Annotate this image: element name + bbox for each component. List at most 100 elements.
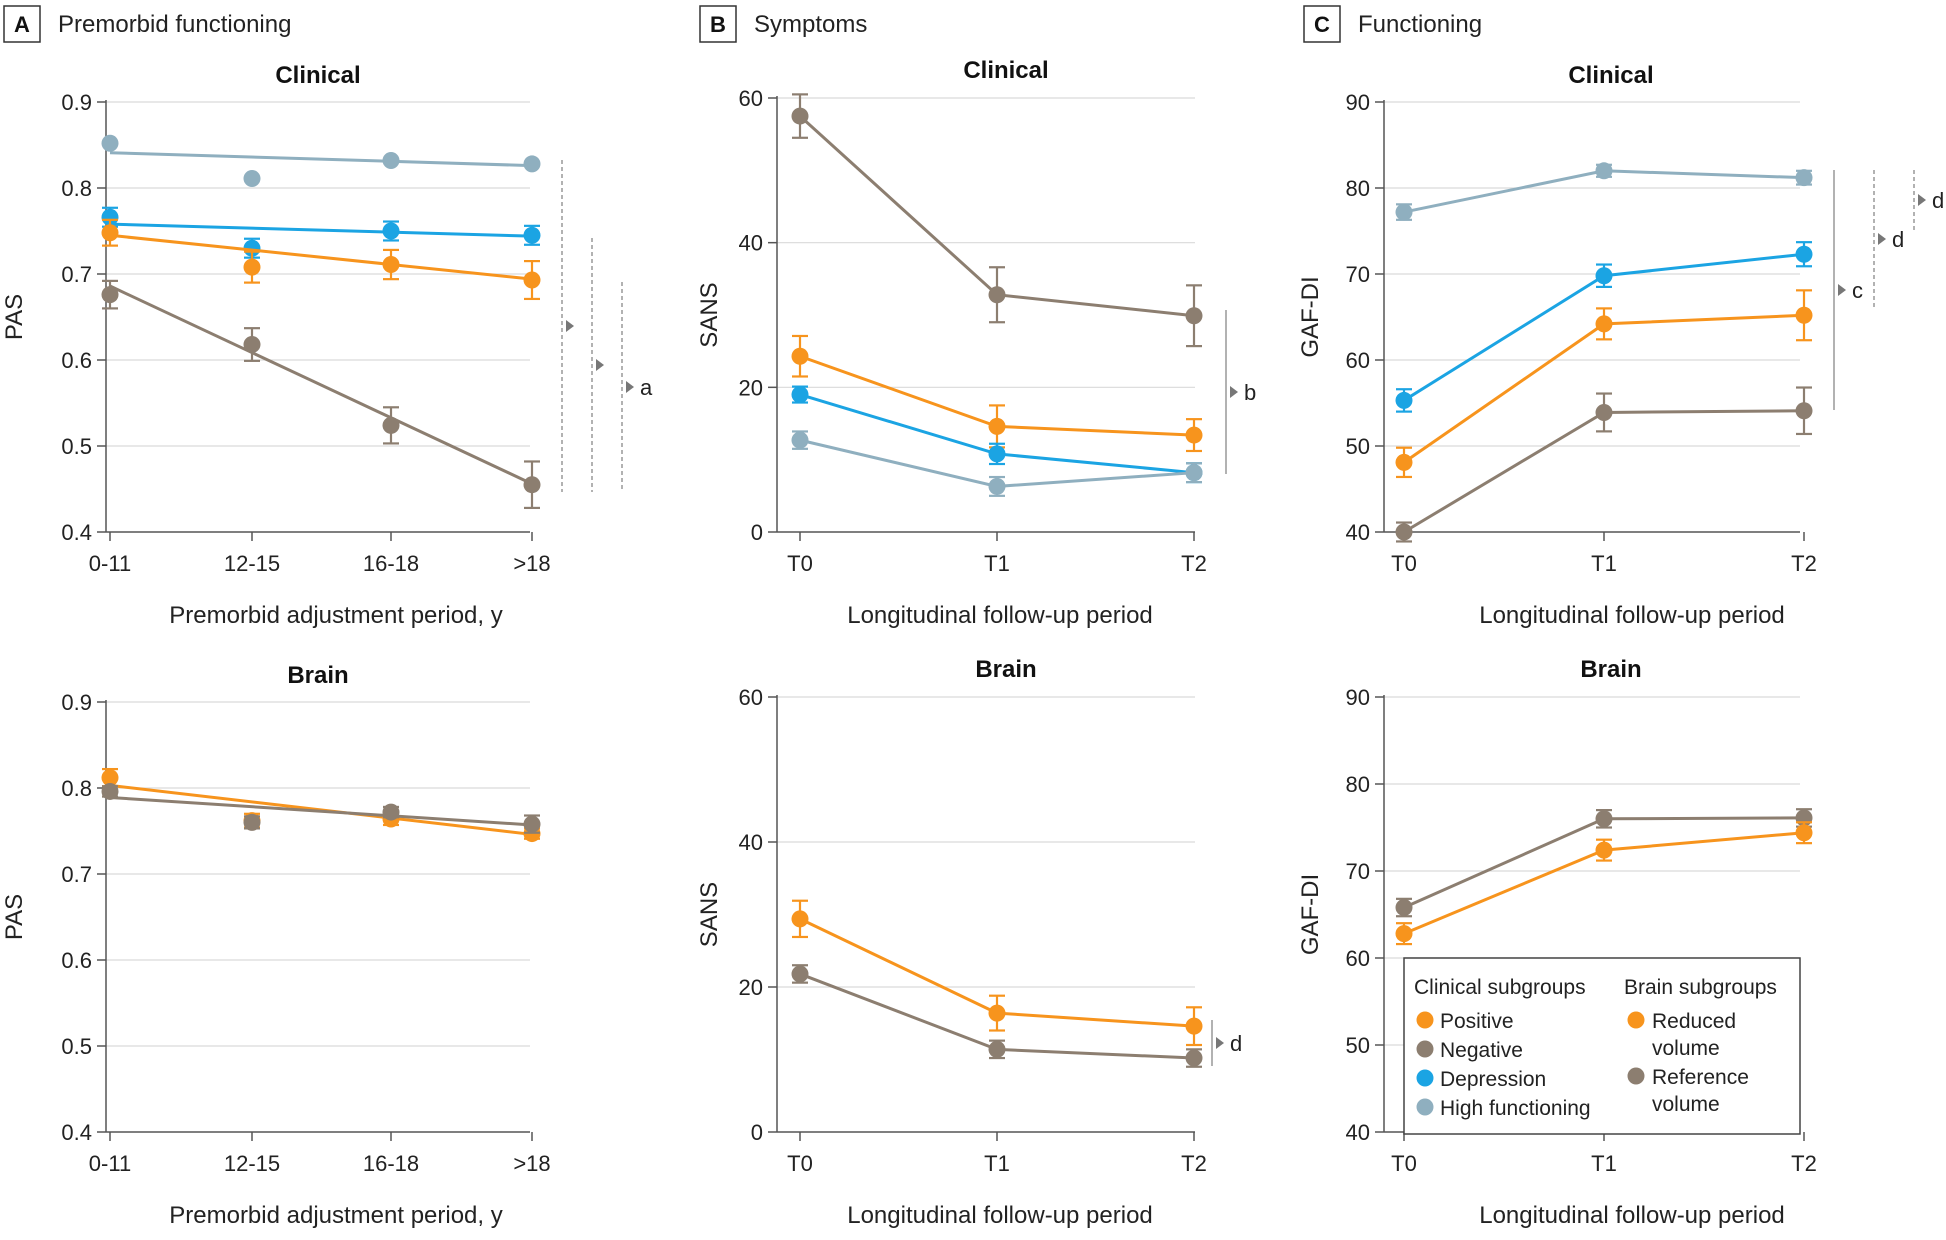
y-tick-label: 60 — [1346, 348, 1370, 373]
data-point — [1395, 203, 1413, 221]
y-tick-label: 80 — [1346, 772, 1370, 797]
series-reference-volume — [1395, 808, 1813, 918]
trend-line — [109, 233, 533, 281]
subplot-title: Clinical — [1568, 62, 1653, 89]
panel-title: Functioning — [1358, 11, 1482, 38]
data-point — [101, 224, 119, 242]
y-tick-label: 80 — [1346, 176, 1370, 201]
data-point — [1395, 925, 1413, 943]
data-point — [1795, 245, 1813, 263]
y-tick-label: 60 — [739, 86, 763, 111]
x-tick-label: T0 — [787, 551, 813, 576]
significance-label: d — [1892, 227, 1904, 252]
series-positive — [101, 218, 541, 301]
series-reduced-volume — [1395, 821, 1813, 946]
series-positive — [1395, 289, 1813, 479]
data-point — [791, 347, 809, 365]
significance-label: c — [1852, 278, 1863, 303]
significance-bracket: c — [1833, 170, 1863, 410]
legend-item-label: Positive — [1440, 1010, 1514, 1033]
y-tick-label: 40 — [1346, 1120, 1370, 1145]
data-point — [382, 222, 400, 240]
data-point — [791, 107, 809, 125]
data-point — [1595, 162, 1613, 180]
data-point — [1795, 402, 1813, 420]
chart-A-clinical: 0.4 0.5 0.6 0.7 0.8 0.9 0-11 12-15 16-18 >18 Clini… — [1, 62, 551, 629]
x-tick-label: 0-11 — [89, 1151, 131, 1176]
series-reference-volume — [791, 964, 1203, 1068]
bracket-arrow — [1230, 386, 1238, 398]
y-tick-label: 20 — [739, 375, 763, 400]
y-tick-label: 0.4 — [61, 1120, 92, 1145]
x-tick-label: 16-18 — [363, 1151, 419, 1176]
series-negative — [791, 93, 1203, 348]
trend-line — [109, 795, 533, 827]
x-axis-title: Longitudinal follow-up period — [847, 602, 1153, 629]
significance-bracket: d — [1913, 170, 1944, 230]
y-tick-label: 0.9 — [61, 90, 92, 115]
y-tick-label: 40 — [1346, 520, 1370, 545]
trend-line — [109, 151, 533, 168]
x-tick-label: >18 — [513, 1151, 550, 1176]
y-tick-label: 20 — [739, 975, 763, 1000]
data-point — [1795, 169, 1813, 187]
trend-line — [109, 222, 533, 238]
panel-letter-box — [1303, 5, 1341, 43]
data-point — [1395, 391, 1413, 409]
x-axis-title: Premorbid adjustment period, y — [169, 602, 503, 629]
data-point — [988, 477, 1006, 495]
series-line — [1403, 816, 1805, 909]
significance-bracket — [561, 160, 574, 492]
legend-marker — [1416, 1098, 1434, 1116]
legend-clinical-header: Clinical subgroups — [1414, 976, 1586, 999]
chart-B-clinical: 0 20 40 60 T0 T1 T2 Clinical Longitudinal follow… — [696, 57, 1207, 629]
x-tick-label: 12-15 — [224, 551, 280, 576]
legend-item-label: Reference — [1652, 1066, 1749, 1089]
x-tick-label: T2 — [1791, 551, 1817, 576]
bracket-arrow — [1918, 194, 1926, 206]
panel-header-a: A Premorbid functioning — [3, 5, 291, 43]
y-tick-label: 70 — [1346, 859, 1370, 884]
y-tick-label: 40 — [739, 231, 763, 256]
y-tick-label: 90 — [1346, 685, 1370, 710]
x-tick-label: T2 — [1791, 1151, 1817, 1176]
x-axis-title: Premorbid adjustment period, y — [169, 1202, 503, 1229]
series-high-functioning — [101, 134, 541, 188]
y-tick-label: 0.8 — [61, 776, 92, 801]
data-point — [523, 476, 541, 494]
subplot-title: Brain — [975, 656, 1036, 683]
x-axis-title: Longitudinal follow-up period — [1479, 1202, 1785, 1229]
legend-brain-header: Brain subgroups — [1624, 976, 1777, 999]
data-point — [1185, 307, 1203, 325]
bracket-arrow — [1216, 1037, 1224, 1049]
data-point — [1595, 315, 1613, 333]
significance-label: b — [1244, 380, 1256, 405]
legend-box — [1403, 957, 1801, 1135]
x-tick-label: T0 — [1391, 1151, 1417, 1176]
panel-title: Premorbid functioning — [58, 11, 291, 38]
data-point — [791, 910, 809, 928]
x-tick-label: T2 — [1181, 551, 1207, 576]
y-tick-label: 0.6 — [61, 948, 92, 973]
y-tick-label: 0.7 — [61, 262, 92, 287]
panel-letter: A — [14, 12, 30, 37]
legend-marker — [1416, 1011, 1434, 1029]
x-axis-title: Longitudinal follow-up period — [847, 1202, 1153, 1229]
data-point — [988, 286, 1006, 304]
x-tick-label: T2 — [1181, 1151, 1207, 1176]
x-tick-label: 12-15 — [224, 1151, 280, 1176]
y-tick-label: 60 — [739, 685, 763, 710]
subplot-title: Brain — [1580, 656, 1641, 683]
significance-label: d — [1932, 188, 1944, 213]
chart-A-brain: 0.4 0.5 0.6 0.7 0.8 0.9 0-11 12-15 16-18 >18 Brain… — [1, 662, 551, 1229]
data-point — [1395, 899, 1413, 917]
subplot-title: Clinical — [963, 57, 1048, 84]
legend-item-label: Depression — [1440, 1068, 1546, 1091]
data-point — [101, 782, 119, 800]
y-tick-label: 40 — [739, 830, 763, 855]
data-point — [382, 151, 400, 169]
data-point — [523, 155, 541, 173]
data-point — [243, 170, 261, 188]
series-depression — [101, 206, 541, 259]
